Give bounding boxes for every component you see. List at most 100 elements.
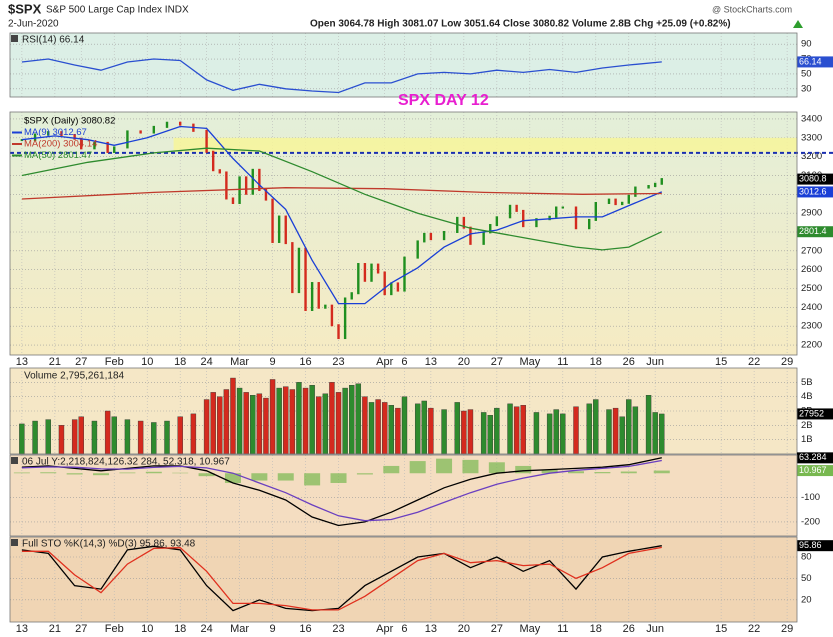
volume-bar (283, 386, 289, 455)
x-tick-label: 9 (269, 623, 275, 635)
price-bar (317, 282, 320, 309)
panel-title: Full STO %K(14,3) %D(3) 95.86, 93.48 (22, 539, 196, 550)
price-bar (178, 121, 182, 126)
volume-bar (217, 396, 223, 455)
price-bar (594, 201, 597, 221)
x-tick-label: 27 (75, 623, 87, 635)
value-tag-label: 66.14 (799, 56, 822, 66)
volume-bar (659, 413, 665, 455)
volume-bar (78, 416, 84, 455)
price-bar (555, 206, 558, 218)
price-bar (350, 292, 353, 300)
y-tick-label: 50 (801, 68, 812, 79)
volume-bar (355, 383, 362, 455)
volume-bar (401, 396, 408, 455)
price-bar (73, 133, 76, 140)
price-bar (284, 215, 287, 245)
price-bar (165, 121, 169, 128)
legend-label: MA(200) 3004.14 (24, 139, 97, 150)
value-tag (797, 540, 833, 552)
x-tick-label: Feb (105, 623, 124, 635)
line-series (21, 187, 662, 200)
price-bar (225, 171, 228, 200)
price-bar (548, 215, 551, 221)
x-tick-label: Jun (646, 356, 664, 368)
price-bar (634, 186, 637, 197)
volume-bar (256, 393, 263, 455)
y-tick-label: 1B (801, 434, 813, 445)
price-bar (271, 198, 274, 243)
histogram-bar (462, 459, 479, 474)
volume-bar (560, 413, 566, 455)
price-bar (60, 131, 63, 136)
panel-border (9, 536, 798, 623)
price-bar (660, 178, 663, 185)
price-bar (535, 218, 538, 228)
annotation: SPX DAY 12 (398, 92, 489, 109)
price-bar (106, 141, 109, 153)
x-tick-label: 11 (557, 623, 568, 635)
x-tick-label: 26 (623, 623, 635, 635)
x-tick-label: 10 (141, 623, 153, 635)
volume-bar (388, 405, 394, 455)
y-tick-label: 80 (801, 552, 812, 563)
legend-label: MA(50) 2801.47 (24, 150, 92, 161)
value-tag-label: 27952 (799, 408, 824, 418)
y-tick-label: 3300 (801, 132, 822, 143)
price-bar (469, 226, 472, 245)
y-tick-label: 2900 (801, 208, 822, 219)
price-bar (403, 256, 406, 292)
y-tick-label: 2500 (801, 283, 822, 294)
price-bar (258, 168, 261, 191)
volume-bar (250, 395, 256, 455)
price-bar (416, 240, 419, 259)
x-tick-label: 29 (781, 356, 793, 368)
volume-bar (210, 392, 216, 455)
histogram-bar (40, 472, 57, 474)
volume-bar (606, 409, 612, 455)
price-bar (297, 247, 301, 294)
x-tick-label: Apr (376, 623, 393, 635)
volume-bar (151, 422, 157, 455)
x-tick-label: 29 (781, 623, 793, 635)
title-backdrop (11, 539, 18, 546)
price-bar (429, 232, 433, 241)
volume-bar (335, 392, 342, 455)
volume-bar (480, 412, 487, 455)
value-tag (797, 465, 833, 477)
price-bar (489, 224, 492, 234)
volume-bar (619, 416, 625, 455)
price-bar (522, 209, 525, 228)
histogram-bar (66, 473, 83, 475)
line-series (21, 147, 663, 251)
price-bar (291, 242, 294, 294)
volume-bar (111, 416, 117, 455)
price-bar (244, 176, 248, 195)
x-tick-label: 23 (332, 623, 344, 635)
value-tag-label: 3012.6 (799, 186, 827, 196)
y-tick-label: 2400 (801, 302, 822, 313)
y-tick-label: -100 (801, 492, 820, 503)
price-bar (396, 282, 400, 292)
x-tick-label: 27 (491, 356, 503, 368)
x-tick-label: 27 (75, 356, 87, 368)
histogram-bar (93, 473, 110, 476)
histogram-bar (13, 472, 30, 474)
histogram-bar (594, 472, 611, 474)
volume-bar (190, 413, 197, 455)
price-bar (330, 304, 334, 327)
panel-border (9, 32, 798, 98)
volume-bar (269, 379, 276, 455)
volume-bar (428, 407, 434, 455)
volume-bar (553, 409, 559, 455)
title-backdrop (11, 457, 18, 464)
price-bar (462, 216, 466, 229)
price-bar (647, 185, 650, 189)
price-bar (93, 141, 96, 150)
value-tag-label: 3080.8 (799, 173, 827, 183)
volume-bar (91, 420, 98, 455)
title-backdrop (11, 35, 18, 42)
date: 2-Jun-2020 (8, 19, 59, 30)
volume-bar (513, 406, 520, 455)
x-tick-label: 10 (141, 356, 153, 368)
